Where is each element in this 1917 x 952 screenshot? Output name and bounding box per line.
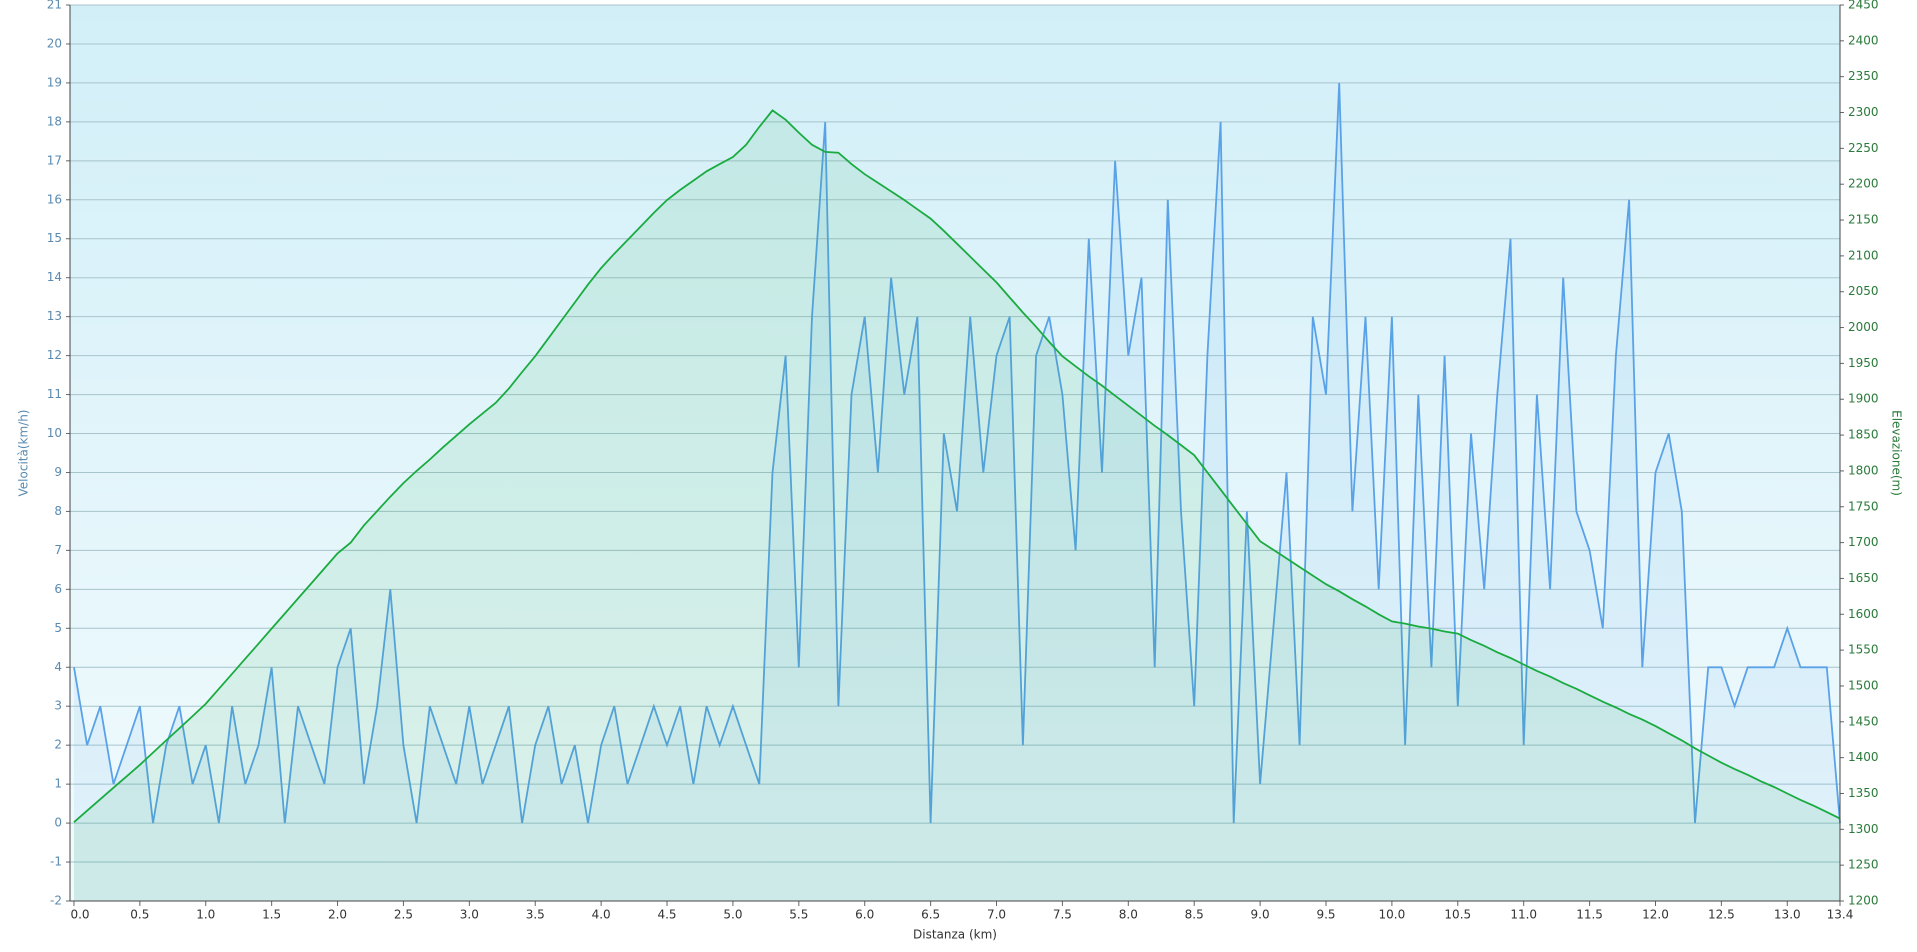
y2-tick-label: 2100 [1848, 248, 1879, 262]
y-tick-label: 19 [47, 75, 62, 89]
y-tick-label: 0 [54, 816, 62, 830]
series-area [73, 82, 1840, 901]
x-tick-label: 4.0 [592, 908, 611, 922]
y-tick-label: 21 [47, 0, 62, 12]
y2-tick-label: 1700 [1848, 535, 1879, 549]
y2-tick-label: 2300 [1848, 105, 1879, 119]
x-tick-label: 5.0 [723, 908, 742, 922]
x-tick-label: 7.0 [987, 908, 1006, 922]
y-tick-label: 11 [47, 387, 62, 401]
y2-tick-label: 1850 [1848, 428, 1879, 442]
y2-tick-label: 1350 [1848, 786, 1879, 800]
y2-tick-label: 1400 [1848, 750, 1879, 764]
y-tick-label: 18 [47, 114, 62, 128]
y2-tick-label: 2450 [1848, 0, 1879, 12]
y-tick-label: -1 [50, 855, 62, 869]
x-tick-label: 12.5 [1708, 908, 1735, 922]
x-tick-label: 13.0 [1774, 908, 1801, 922]
y2-tick-label: 2400 [1848, 33, 1879, 47]
x-tick-label: 11.5 [1576, 908, 1603, 922]
y-tick-label: 3 [54, 699, 62, 713]
x-tick-label: 2.0 [328, 908, 347, 922]
x-tick-label: 5.5 [789, 908, 808, 922]
y2-tick-label: 1650 [1848, 571, 1879, 585]
x-tick-label: 13.4 [1827, 908, 1854, 922]
y-axis-title: Velocità(km/h) [17, 410, 31, 497]
x-tick-label: 1.5 [262, 908, 281, 922]
x-tick-label: 6.0 [855, 908, 874, 922]
y2-axis-title: Elevazione(m) [1890, 410, 1904, 496]
y2-tick-label: 2200 [1848, 177, 1879, 191]
y2-tick-label: 2150 [1848, 213, 1879, 227]
x-tick-label: 8.5 [1185, 908, 1204, 922]
y-tick-label: 20 [47, 36, 62, 50]
y2-tick-label: 2000 [1848, 320, 1879, 334]
y-tick-label: -2 [50, 894, 62, 908]
x-tick-label: 11.0 [1510, 908, 1537, 922]
y-tick-label: 1 [54, 777, 62, 791]
x-tick-label: 10.5 [1444, 908, 1471, 922]
y-tick-label: 6 [54, 582, 62, 596]
x-tick-label: 7.5 [1053, 908, 1072, 922]
y2-tick-label: 2350 [1848, 69, 1879, 83]
y-tick-label: 17 [47, 153, 62, 167]
x-tick-label: 9.5 [1316, 908, 1335, 922]
x-axis-title: Distanza (km) [913, 928, 997, 942]
y-tick-label: 9 [54, 465, 62, 479]
x-tick-label: 0.5 [130, 908, 149, 922]
series-line [73, 109, 1841, 823]
y2-tick-label: 1250 [1848, 858, 1879, 872]
y2-tick-label: 1450 [1848, 714, 1879, 728]
y-tick-label: 10 [47, 426, 62, 440]
y2-tick-label: 1900 [1848, 392, 1879, 406]
x-tick-label: 9.0 [1251, 908, 1270, 922]
y-tick-label: 13 [47, 309, 62, 323]
y2-tick-label: 2050 [1848, 284, 1879, 298]
x-tick-label: 12.0 [1642, 908, 1669, 922]
y-tick-label: 12 [47, 348, 62, 362]
plot-area [70, 5, 1840, 901]
x-tick-label: 1.0 [196, 908, 215, 922]
series-area [73, 110, 1840, 901]
y2-tick-label: 1200 [1848, 894, 1879, 908]
x-tick-label: 3.5 [526, 908, 545, 922]
y-tick-label: 16 [47, 192, 62, 206]
y2-tick-label: 1950 [1848, 356, 1879, 370]
y-tick-label: 8 [54, 504, 62, 518]
y2-tick-label: 1550 [1848, 643, 1879, 657]
y2-tick-label: 2250 [1848, 141, 1879, 155]
x-tick-label: 2.5 [394, 908, 413, 922]
x-tick-label: 3.0 [460, 908, 479, 922]
y2-tick-label: 1300 [1848, 822, 1879, 836]
y-tick-label: 14 [47, 270, 62, 284]
y-tick-label: 15 [47, 231, 62, 245]
x-tick-label: 8.0 [1119, 908, 1138, 922]
y2-tick-label: 1750 [1848, 499, 1879, 513]
x-tick-label: 10.0 [1379, 908, 1406, 922]
y-tick-label: 4 [54, 660, 62, 674]
series-line [73, 82, 1841, 824]
y-tick-label: 7 [54, 543, 62, 557]
x-tick-label: 0.0 [70, 908, 89, 922]
y2-tick-label: 1500 [1848, 678, 1879, 692]
y-tick-label: 5 [54, 621, 62, 635]
y-tick-label: 2 [54, 738, 62, 752]
x-tick-label: 4.5 [657, 908, 676, 922]
y2-tick-label: 1800 [1848, 463, 1879, 477]
x-tick-label: 6.5 [921, 908, 940, 922]
y2-tick-label: 1600 [1848, 607, 1879, 621]
